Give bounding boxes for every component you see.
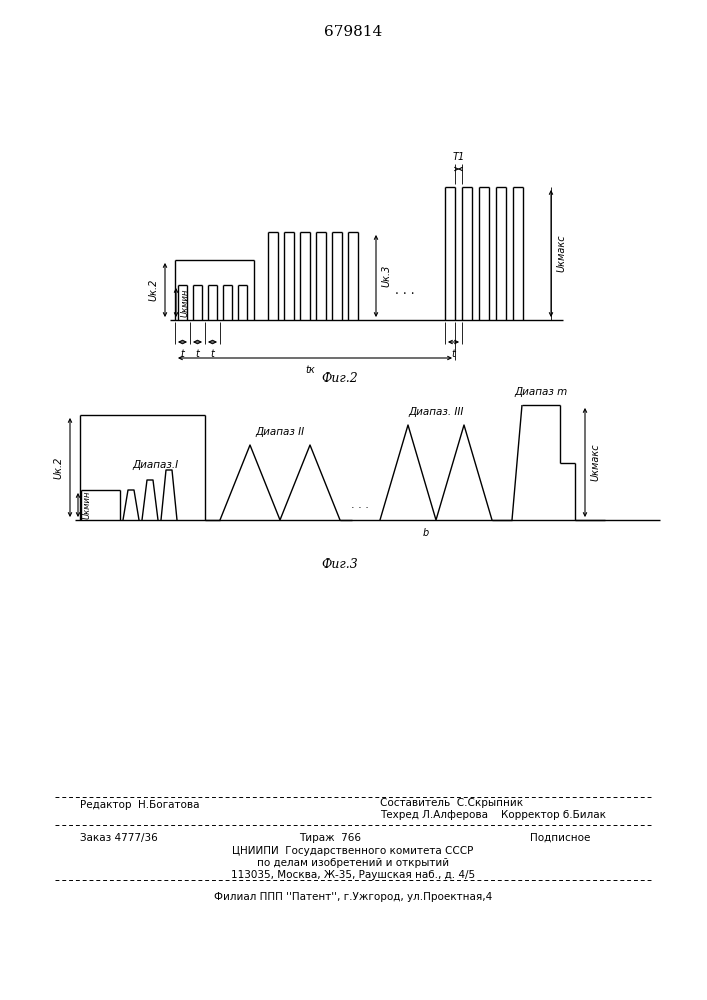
Text: t: t xyxy=(211,349,214,359)
Text: по делам изобретений и открытий: по делам изобретений и открытий xyxy=(257,858,449,868)
Text: Uк.2: Uк.2 xyxy=(53,456,63,479)
Text: . . .: . . . xyxy=(351,500,369,510)
Text: Диапаз.I: Диапаз.I xyxy=(132,460,178,470)
Text: t: t xyxy=(452,349,455,359)
Text: Филиал ППП ''Патент'', г.Ужгород, ул.Проектная,4: Филиал ППП ''Патент'', г.Ужгород, ул.Про… xyxy=(214,892,492,902)
Text: Подписное: Подписное xyxy=(530,833,590,843)
Text: T1: T1 xyxy=(452,152,464,162)
Text: Диапаз II: Диапаз II xyxy=(255,427,305,437)
Text: Фиг.3: Фиг.3 xyxy=(322,558,358,572)
Text: 679814: 679814 xyxy=(324,25,382,39)
Text: Техред Л.Алферова    Корректор б.Билак: Техред Л.Алферова Корректор б.Билак xyxy=(380,810,606,820)
Text: Uкмакс: Uкмакс xyxy=(556,235,566,272)
Text: Фиг.2: Фиг.2 xyxy=(322,371,358,384)
Text: b: b xyxy=(423,528,429,538)
Text: Составитель  С.Скрыпник: Составитель С.Скрыпник xyxy=(380,798,523,808)
Text: ЦНИИПИ  Государственного комитета СССР: ЦНИИПИ Государственного комитета СССР xyxy=(233,846,474,856)
Text: . . .: . . . xyxy=(395,284,415,296)
Text: Заказ 4777/36: Заказ 4777/36 xyxy=(80,833,158,843)
Text: t: t xyxy=(196,349,199,359)
Text: Uк.2: Uк.2 xyxy=(148,279,158,301)
Text: tк: tк xyxy=(305,365,315,375)
Text: Диапаз m: Диапаз m xyxy=(515,387,568,397)
Text: 113035, Москва, Ж-35, Раушская наб., д. 4/5: 113035, Москва, Ж-35, Раушская наб., д. … xyxy=(231,870,475,880)
Text: t: t xyxy=(180,349,185,359)
Text: Тираж  766: Тираж 766 xyxy=(299,833,361,843)
Text: Uк.3: Uк.3 xyxy=(381,265,391,287)
Text: Диапаз. III: Диапаз. III xyxy=(409,407,464,417)
Text: Редактор  Н.Богатова: Редактор Н.Богатова xyxy=(80,800,199,810)
Text: Uкмин: Uкмин xyxy=(180,288,189,317)
Text: Uкмин: Uкмин xyxy=(83,491,91,519)
Text: Uкмакс: Uкмакс xyxy=(590,444,600,481)
